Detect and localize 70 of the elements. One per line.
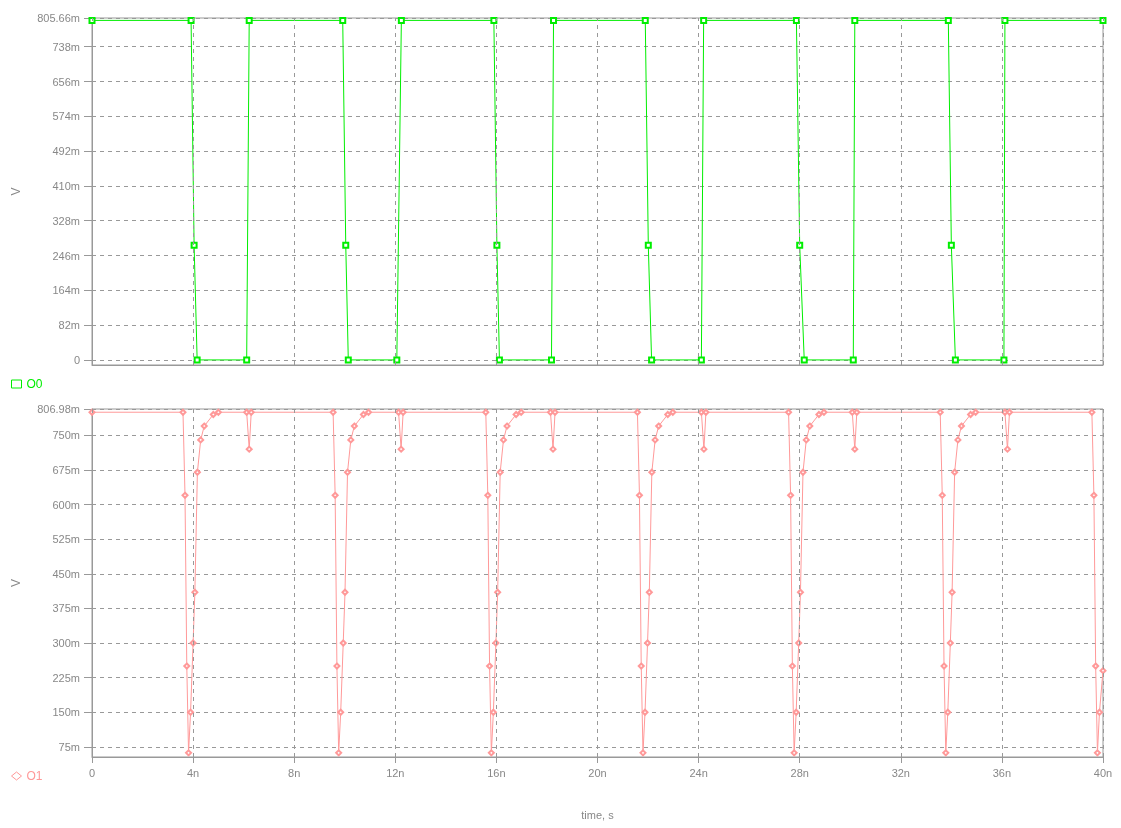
point xyxy=(792,16,800,24)
point xyxy=(339,16,347,24)
y-axis-title: V xyxy=(9,187,23,196)
point xyxy=(493,241,501,249)
x-tick-label: 4n xyxy=(186,766,200,779)
y-tick-label: 675m xyxy=(52,463,80,476)
point xyxy=(495,356,503,364)
point xyxy=(1001,16,1009,24)
point xyxy=(697,356,705,364)
point xyxy=(944,16,952,24)
point xyxy=(548,356,555,364)
y-tick-label: 600m xyxy=(52,498,80,511)
legend-label: O1 xyxy=(26,769,43,783)
y-tick-label: 805.66m xyxy=(37,12,80,24)
point xyxy=(700,16,708,24)
x-tick-label: 16n xyxy=(487,766,506,779)
point xyxy=(393,356,401,364)
y-tick-label: 450m xyxy=(52,567,80,580)
point xyxy=(550,16,558,24)
point xyxy=(849,356,857,364)
y-tick-label: 225m xyxy=(52,671,80,684)
point xyxy=(342,241,350,249)
x-tick-label: 20n xyxy=(588,766,607,779)
y-axis-title: V xyxy=(9,578,23,588)
point xyxy=(243,356,251,364)
point xyxy=(951,356,959,364)
y-tick-label: 492m xyxy=(52,145,80,158)
x-tick-label: 0 xyxy=(88,766,96,779)
point xyxy=(193,356,201,364)
point xyxy=(851,16,859,24)
x-tick-label: 40n xyxy=(1093,766,1113,779)
y-tick-label: 150m xyxy=(52,706,80,719)
point xyxy=(88,16,96,24)
point xyxy=(1000,356,1008,364)
y-tick-label: 375m xyxy=(52,602,80,615)
point xyxy=(644,241,652,249)
point xyxy=(641,16,649,24)
point xyxy=(190,241,198,249)
x-tick-label: 28n xyxy=(790,766,809,779)
y-tick-label: 300m xyxy=(52,637,80,649)
x-tick-label: 36n xyxy=(992,766,1012,779)
y-tick-label: 246m xyxy=(52,249,80,262)
y-tick-label: 328m xyxy=(52,214,80,227)
y-tick-label: 656m xyxy=(52,75,80,88)
point xyxy=(800,356,808,364)
point xyxy=(344,356,352,364)
x-tick-label: 12n xyxy=(386,766,405,779)
y-tick-label: 82m xyxy=(58,319,80,332)
y-tick-label: 75m xyxy=(58,740,80,753)
x-tick-label: 8n xyxy=(288,766,301,779)
point xyxy=(947,241,955,249)
y-tick-label: 525m xyxy=(52,533,80,546)
x-tick-label: 32n xyxy=(891,766,910,779)
point xyxy=(796,241,804,249)
point xyxy=(187,16,195,24)
y-tick-label: 164m xyxy=(52,284,80,297)
point xyxy=(397,16,405,24)
point xyxy=(245,16,253,24)
x-tick-label: 24n xyxy=(689,766,708,779)
y-tick-label: 0 xyxy=(73,353,80,366)
y-tick-label: 750m xyxy=(52,429,80,442)
y-tick-label: 574m xyxy=(52,110,80,123)
point xyxy=(648,356,656,364)
point xyxy=(490,16,498,24)
y-tick-label: 410m xyxy=(52,179,80,192)
point xyxy=(1099,16,1107,24)
x-axis-title: time, s xyxy=(581,808,615,821)
legend-label: O0 xyxy=(26,377,43,391)
y-tick-label: 738m xyxy=(52,40,80,53)
y-tick-label: 806.98m xyxy=(37,403,80,415)
